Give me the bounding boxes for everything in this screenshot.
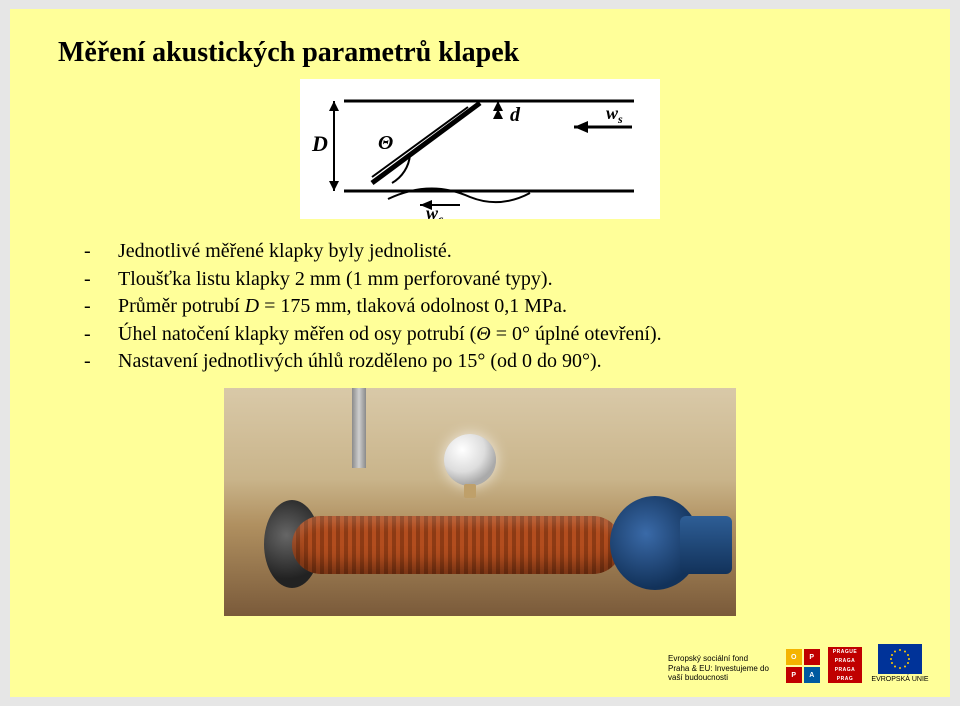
logo-cell: O bbox=[786, 649, 802, 665]
logo-cell: P bbox=[804, 649, 820, 665]
page-title: Měření akustických parametrů klapek bbox=[58, 37, 902, 69]
logo-cell: PRAGUE bbox=[828, 647, 862, 656]
label-D: D bbox=[311, 131, 328, 156]
eu-label: EVROPSKÁ UNIE bbox=[870, 676, 930, 683]
label-theta: Θ bbox=[378, 132, 393, 154]
label-d: d bbox=[510, 104, 521, 126]
bullet-item: Úhel natočení klapky měřen od osy potrub… bbox=[84, 321, 902, 349]
diagram-container: D Θ d ws wc bbox=[300, 79, 660, 224]
bullet-text: = 175 mm, tlaková odolnost 0,1 MPa. bbox=[259, 295, 567, 317]
bullet-symbol: Θ bbox=[476, 323, 490, 345]
photo-container bbox=[224, 388, 736, 616]
bullet-text: Nastavení jednotlivých úhlů rozděleno po… bbox=[118, 350, 602, 372]
praga-logo: PRAGUE PRAGA PRAGA PRAG bbox=[828, 647, 862, 683]
bullet-text: Úhel natočení klapky měřen od osy potrub… bbox=[118, 323, 476, 345]
footer-line2: Praha & EU: Investujeme do vaší budoucno… bbox=[668, 664, 778, 683]
bullet-list: Jednotlivé měřené klapky byly jednolisté… bbox=[84, 238, 902, 376]
bullet-text: Jednotlivé měřené klapky byly jednolisté… bbox=[118, 240, 452, 262]
logo-cell: PRAGA bbox=[828, 665, 862, 674]
logo-cell: PRAGA bbox=[828, 656, 862, 665]
oppa-logo: O P P A bbox=[786, 649, 820, 683]
logo-cell: PRAG bbox=[828, 674, 862, 683]
bullet-text: Průměr potrubí bbox=[118, 295, 245, 317]
bullet-item: Tloušťka listu klapky 2 mm (1 mm perforo… bbox=[84, 266, 902, 294]
apparatus-photo bbox=[224, 388, 736, 616]
logo-cell: P bbox=[786, 667, 802, 683]
bullet-text: Tloušťka listu klapky 2 mm (1 mm perforo… bbox=[118, 268, 553, 290]
footer-text: Evropský sociální fond Praha & EU: Inves… bbox=[668, 654, 778, 683]
eu-logo: EVROPSKÁ UNIE bbox=[870, 644, 930, 683]
bullet-item: Průměr potrubí D = 175 mm, tlaková odoln… bbox=[84, 293, 902, 321]
footer-logos: Evropský sociální fond Praha & EU: Inves… bbox=[668, 644, 930, 683]
schematic-diagram: D Θ d ws wc bbox=[300, 79, 660, 219]
footer-line1: Evropský sociální fond bbox=[668, 654, 778, 664]
bullet-text: = 0° úplné otevření). bbox=[491, 323, 662, 345]
bullet-symbol: D bbox=[245, 295, 259, 317]
eu-flag-icon bbox=[878, 644, 922, 674]
bullet-item: Nastavení jednotlivých úhlů rozděleno po… bbox=[84, 348, 902, 376]
slide: Měření akustických parametrů klapek D Θ … bbox=[10, 9, 950, 697]
logo-cell: A bbox=[804, 667, 820, 683]
bullet-item: Jednotlivé měřené klapky byly jednolisté… bbox=[84, 238, 902, 266]
